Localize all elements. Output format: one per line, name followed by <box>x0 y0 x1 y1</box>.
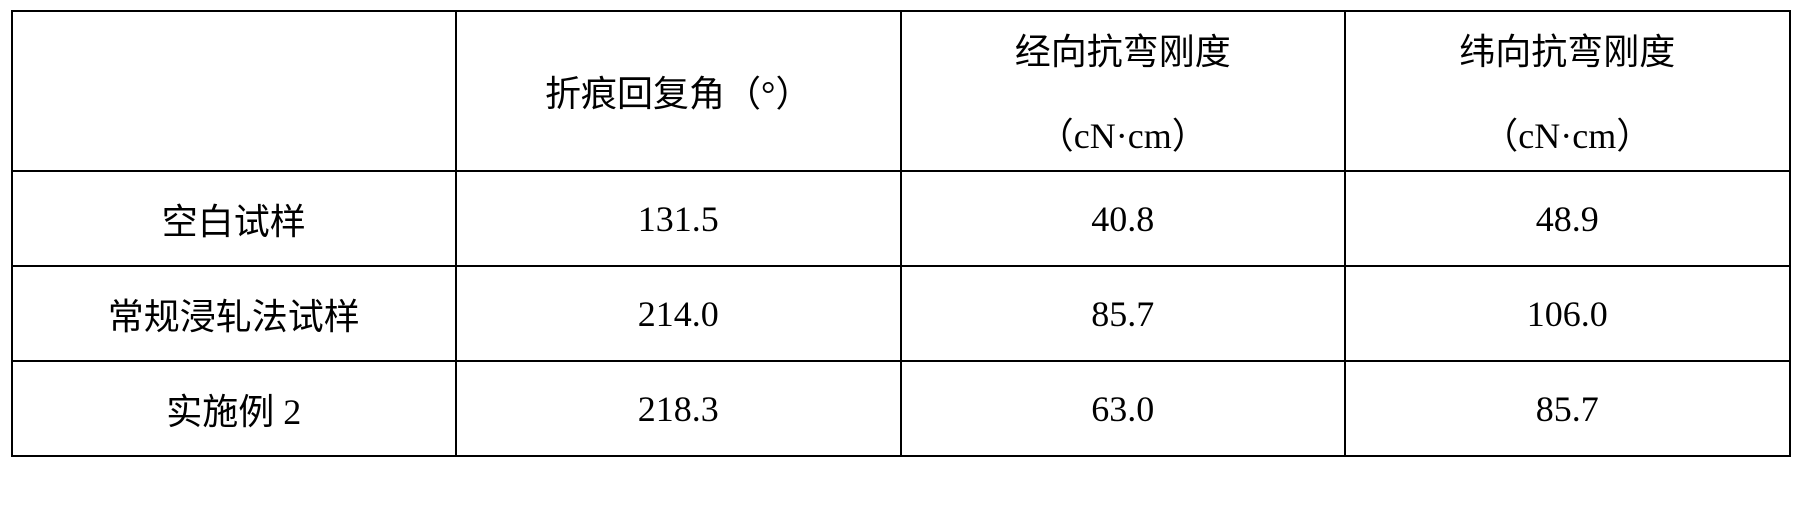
cell-value: 85.7 <box>1091 294 1154 334</box>
cell-value: 40.8 <box>1091 199 1154 239</box>
header-crease-recovery: 折痕回复角（°） <box>456 11 901 171</box>
header-warp-stiffness: 经向抗弯刚度 （cN·cm） <box>901 11 1346 171</box>
cell-value: 85.7 <box>1536 389 1599 429</box>
header-label-line1: 经向抗弯刚度 <box>1015 23 1231 75</box>
row-warp-stiffness: 40.8 <box>901 171 1346 266</box>
row-label: 空白试样 <box>12 171 457 266</box>
row-label: 实施例 2 <box>12 361 457 456</box>
header-label: 折痕回复角（°） <box>545 74 811 114</box>
cell-value: 实施例 2 <box>166 392 301 432</box>
cell-value: 空白试样 <box>162 202 306 242</box>
cell-value: 常规浸轧法试样 <box>108 297 360 337</box>
cell-value: 48.9 <box>1536 199 1599 239</box>
header-label-line2: （cN·cm） <box>1038 107 1208 159</box>
table-row: 常规浸轧法试样 214.0 85.7 106.0 <box>12 266 1790 361</box>
header-label-line2: （cN·cm） <box>1482 107 1652 159</box>
data-table: 折痕回复角（°） 经向抗弯刚度 （cN·cm） 纬向抗弯刚度 （cN·cm） 空… <box>11 10 1791 457</box>
row-warp-stiffness: 85.7 <box>901 266 1346 361</box>
data-table-wrapper: 折痕回复角（°） 经向抗弯刚度 （cN·cm） 纬向抗弯刚度 （cN·cm） 空… <box>11 10 1791 457</box>
cell-value: 63.0 <box>1091 389 1154 429</box>
header-label-line1: 纬向抗弯刚度 <box>1459 23 1675 75</box>
row-weft-stiffness: 48.9 <box>1345 171 1790 266</box>
row-crease-recovery: 131.5 <box>456 171 901 266</box>
row-crease-recovery: 214.0 <box>456 266 901 361</box>
row-weft-stiffness: 85.7 <box>1345 361 1790 456</box>
row-label: 常规浸轧法试样 <box>12 266 457 361</box>
cell-value: 218.3 <box>638 389 719 429</box>
row-weft-stiffness: 106.0 <box>1345 266 1790 361</box>
table-row: 实施例 2 218.3 63.0 85.7 <box>12 361 1790 456</box>
row-crease-recovery: 218.3 <box>456 361 901 456</box>
table-row: 空白试样 131.5 40.8 48.9 <box>12 171 1790 266</box>
table-header-row: 折痕回复角（°） 经向抗弯刚度 （cN·cm） 纬向抗弯刚度 （cN·cm） <box>12 11 1790 171</box>
header-weft-stiffness: 纬向抗弯刚度 （cN·cm） <box>1345 11 1790 171</box>
cell-value: 214.0 <box>638 294 719 334</box>
cell-value: 131.5 <box>638 199 719 239</box>
header-sample <box>12 11 457 171</box>
row-warp-stiffness: 63.0 <box>901 361 1346 456</box>
cell-value: 106.0 <box>1527 294 1608 334</box>
